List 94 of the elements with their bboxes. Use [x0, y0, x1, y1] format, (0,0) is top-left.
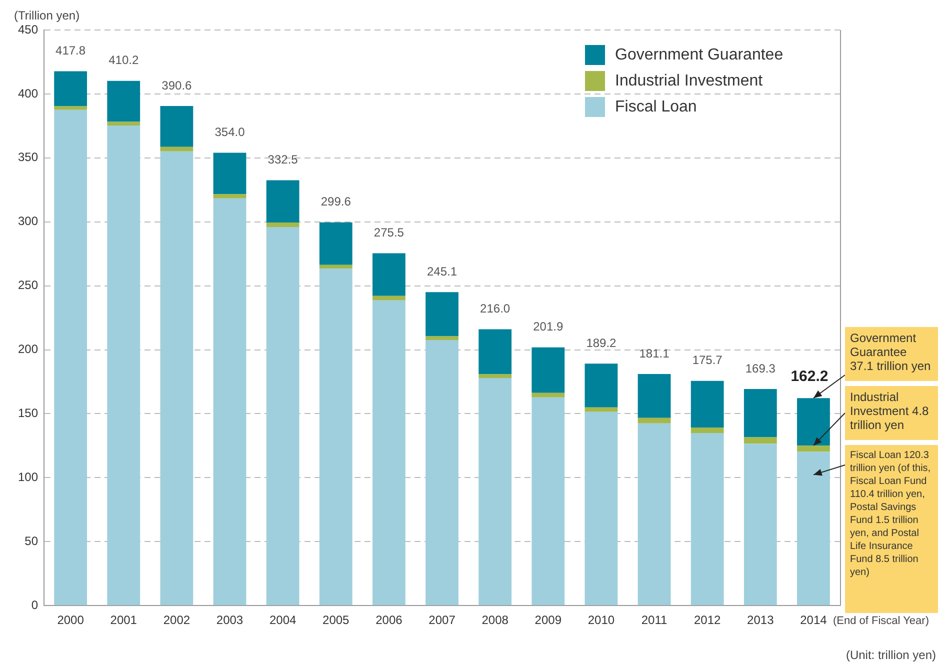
bar: [797, 446, 830, 452]
text: (Unit: trillion yen): [846, 648, 936, 662]
bar: [54, 71, 88, 106]
y-tick-label: 350: [18, 150, 38, 164]
bar: [213, 152, 246, 194]
x-tick-label: 2009: [534, 613, 562, 628]
total-label: 332.5: [268, 152, 298, 167]
bar: [584, 407, 618, 412]
legend-label: Government Guarantee: [615, 46, 784, 64]
bar: [266, 226, 300, 606]
bar: [54, 106, 88, 110]
bar: [426, 292, 458, 336]
x-tick-label: 2013: [747, 613, 774, 628]
text: Fiscal Loan 120.3 trillion yen (of this, Fiscal Loan Fund 110.4 trillion yen, Postal Savings Fund 1.5 trillion yen, and Postal Life Insurance Fund 8.5 trillion yen): [850, 450, 931, 578]
total-label: 189.2: [586, 336, 617, 350]
bar: [478, 378, 512, 606]
total-label: 169.3: [745, 361, 776, 376]
legend-label: Industrial Investment: [615, 72, 764, 90]
bar: [478, 329, 512, 374]
bar: [532, 347, 565, 393]
y-axis-title: (Trillion yen): [14, 8, 80, 22]
bar: [426, 340, 458, 606]
bar: [638, 374, 671, 418]
x-tick-label: 2014: [800, 613, 828, 628]
bar: [266, 180, 300, 223]
total-label: 354.0: [214, 125, 246, 140]
bar: [213, 198, 246, 606]
bar: [160, 106, 194, 147]
y-tick-label: 200: [18, 342, 38, 356]
x-tick-label: 2000: [57, 613, 84, 628]
bar: [372, 253, 406, 296]
bar: [478, 374, 512, 378]
x-tick-label: 2002: [163, 613, 190, 628]
x-tick-label: 2012: [694, 613, 722, 628]
total-label: 417.8: [56, 44, 86, 58]
x-tick-label: 2011: [641, 613, 668, 628]
total-label: 201.9: [533, 320, 564, 334]
bar: [690, 380, 724, 428]
bar: [266, 222, 300, 227]
bar: [797, 398, 830, 446]
y-tick-label: 50: [24, 534, 38, 548]
y-tick-label: 150: [18, 406, 38, 420]
y-tick-label: 250: [18, 278, 38, 292]
bar: [690, 428, 724, 434]
bar: [532, 397, 565, 606]
x-tick-label: 2010: [588, 613, 615, 628]
annotation: Industrial Investment 4.8 trillion yen: [845, 386, 938, 440]
bar: [372, 296, 406, 300]
total-label: 390.6: [162, 78, 192, 92]
y-tick-label: 300: [18, 214, 38, 228]
bar: [744, 444, 777, 606]
x-axis-title: (End of Fiscal Year): [833, 615, 929, 628]
x-tick-label: 2003: [216, 613, 244, 628]
total-label: 299.6: [320, 194, 352, 209]
x-tick-label: 2006: [376, 613, 403, 628]
y-tick-label: 0: [31, 598, 38, 612]
bar: [744, 437, 777, 444]
bar: [319, 268, 352, 606]
x-tick-label: 2005: [322, 613, 350, 628]
total-label: 245.1: [426, 264, 458, 278]
bar: [532, 392, 565, 398]
bar: [797, 452, 830, 606]
bar: [690, 433, 724, 606]
bar: [319, 222, 352, 265]
bar: [54, 110, 88, 606]
x-tick-label: 2008: [482, 613, 509, 628]
total-label: 216.0: [480, 302, 510, 316]
bar: [319, 264, 352, 269]
bar: [584, 412, 618, 606]
bar: [584, 364, 618, 408]
total-label: 275.5: [374, 226, 404, 240]
y-tick-label: 400: [18, 86, 38, 100]
y-tick-label: 450: [18, 22, 38, 36]
bar: [426, 336, 458, 340]
bar: [160, 146, 194, 152]
total-label: 162.2: [790, 368, 828, 385]
bar: [372, 300, 406, 606]
x-tick-label: 2007: [428, 613, 456, 628]
total-label: 410.2: [108, 53, 139, 68]
bar: [160, 151, 194, 606]
bar: [107, 80, 140, 122]
bar: [638, 418, 671, 424]
bar: [213, 194, 246, 198]
legend-label: Fiscal Loan: [615, 98, 697, 116]
bar: [638, 423, 671, 606]
total-label: 175.7: [692, 353, 723, 368]
bar: [744, 389, 777, 438]
annotation: Government Guarantee 37.1 trillion yen: [845, 327, 938, 381]
x-tick-label: 2004: [269, 613, 296, 628]
y-tick-label: 100: [18, 470, 38, 484]
x-tick-label: 2001: [110, 613, 138, 628]
bar: [107, 126, 140, 606]
total-label: 181.1: [639, 346, 670, 360]
bar: [107, 122, 140, 126]
